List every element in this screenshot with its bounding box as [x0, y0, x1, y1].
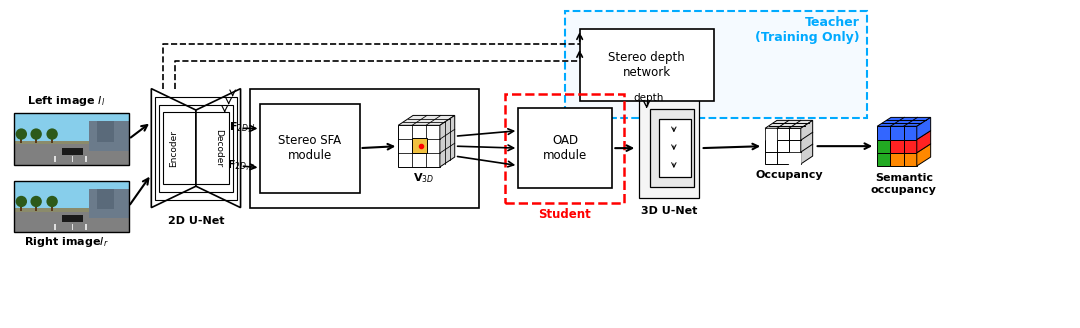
Bar [35, 137, 38, 143]
Text: 2D U-Net: 2D U-Net [167, 215, 225, 226]
Bar [14, 209, 129, 233]
Bar [51, 137, 53, 143]
Bar [35, 205, 38, 211]
Text: Teacher
(Training Only): Teacher (Training Only) [755, 16, 860, 44]
Bar [21, 137, 23, 143]
Bar [96, 189, 113, 209]
Text: Right image$I_r$: Right image$I_r$ [24, 236, 109, 249]
Polygon shape [399, 115, 455, 125]
Bar [789, 153, 800, 163]
Bar [399, 125, 440, 167]
Bar [63, 148, 83, 155]
Bar [21, 205, 23, 211]
Text: Occupancy: Occupancy [755, 170, 823, 180]
Ellipse shape [15, 196, 27, 207]
Text: OAD
module: OAD module [543, 134, 588, 162]
Text: Student: Student [539, 208, 591, 221]
Bar [14, 181, 129, 209]
Bar [14, 113, 129, 165]
Polygon shape [195, 89, 241, 208]
Bar [649, 110, 694, 187]
Bar [565, 11, 867, 118]
Bar [51, 205, 53, 211]
Bar [96, 121, 113, 142]
Ellipse shape [30, 196, 42, 207]
Text: Decoder: Decoder [214, 129, 222, 167]
Text: $\mathbf{F}_{2D,r}$: $\mathbf{F}_{2D,r}$ [227, 158, 256, 174]
Polygon shape [765, 120, 812, 128]
Ellipse shape [46, 196, 58, 207]
Bar [14, 142, 129, 165]
Text: $\mathbf{F}_{2D,l}$: $\mathbf{F}_{2D,l}$ [229, 121, 256, 136]
Bar [766, 129, 777, 140]
Bar [904, 153, 917, 166]
Bar [505, 93, 624, 203]
Bar [659, 119, 691, 177]
Bar [85, 224, 86, 230]
Ellipse shape [46, 128, 58, 140]
Ellipse shape [15, 128, 27, 140]
Bar [89, 121, 129, 151]
Polygon shape [151, 89, 195, 208]
Text: $\mathbf{V}_{3D}$: $\mathbf{V}_{3D}$ [413, 171, 433, 185]
Ellipse shape [30, 128, 42, 140]
Polygon shape [800, 120, 812, 164]
Bar [260, 104, 360, 193]
Polygon shape [917, 131, 931, 153]
Bar [63, 215, 83, 222]
Text: Left image $I_l$: Left image $I_l$ [27, 94, 106, 109]
Bar [54, 156, 56, 162]
Bar [14, 141, 129, 144]
Bar [71, 224, 73, 230]
Bar [518, 109, 612, 188]
Bar [877, 139, 890, 153]
Bar [251, 89, 478, 208]
Bar [54, 224, 56, 230]
Bar [580, 29, 714, 101]
Bar [890, 153, 904, 166]
Bar [14, 208, 129, 212]
Bar [639, 98, 699, 198]
Text: Encoder: Encoder [170, 130, 178, 167]
Bar [14, 113, 129, 142]
Text: depth: depth [633, 92, 664, 103]
Bar [14, 181, 129, 233]
Bar [877, 126, 890, 139]
Polygon shape [877, 117, 931, 126]
Bar [85, 156, 86, 162]
Bar [904, 126, 917, 139]
Text: Semantic
occupancy: Semantic occupancy [870, 173, 936, 195]
Bar [877, 153, 890, 166]
Bar [413, 138, 427, 153]
Bar [890, 126, 904, 139]
Bar [904, 139, 917, 153]
Bar [89, 189, 129, 218]
Text: Stereo depth
network: Stereo depth network [608, 51, 685, 79]
Polygon shape [440, 115, 455, 167]
Text: Stereo SFA
module: Stereo SFA module [279, 134, 341, 162]
Polygon shape [917, 117, 931, 139]
Bar [71, 156, 73, 162]
Bar [890, 139, 904, 153]
Bar [765, 128, 800, 164]
Polygon shape [917, 144, 931, 166]
Text: 3D U-Net: 3D U-Net [640, 206, 697, 215]
